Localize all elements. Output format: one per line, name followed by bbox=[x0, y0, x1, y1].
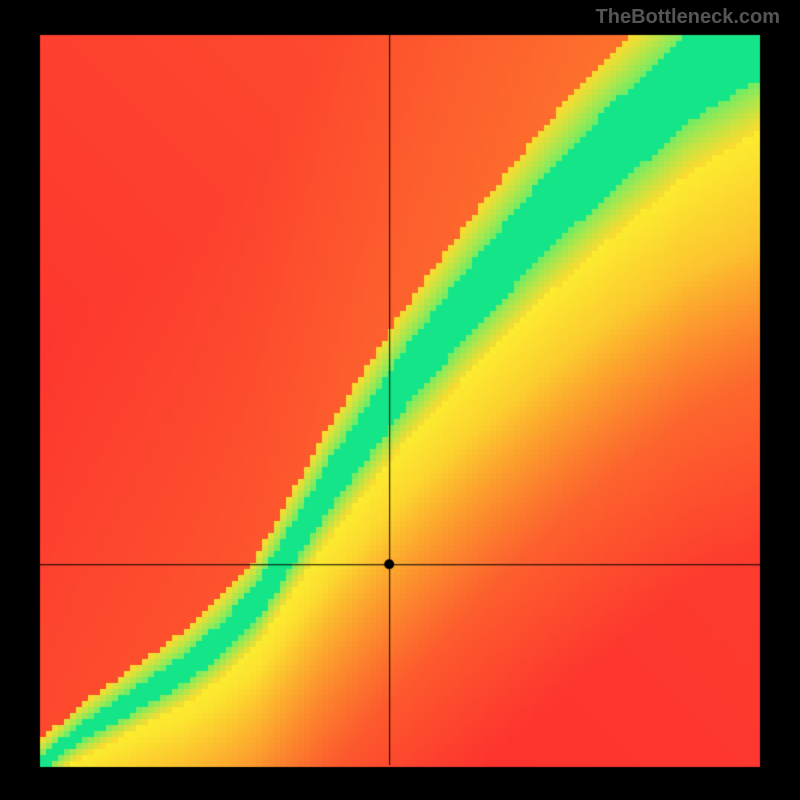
watermark-text: TheBottleneck.com bbox=[596, 6, 780, 29]
bottleneck-heatmap bbox=[0, 0, 800, 800]
